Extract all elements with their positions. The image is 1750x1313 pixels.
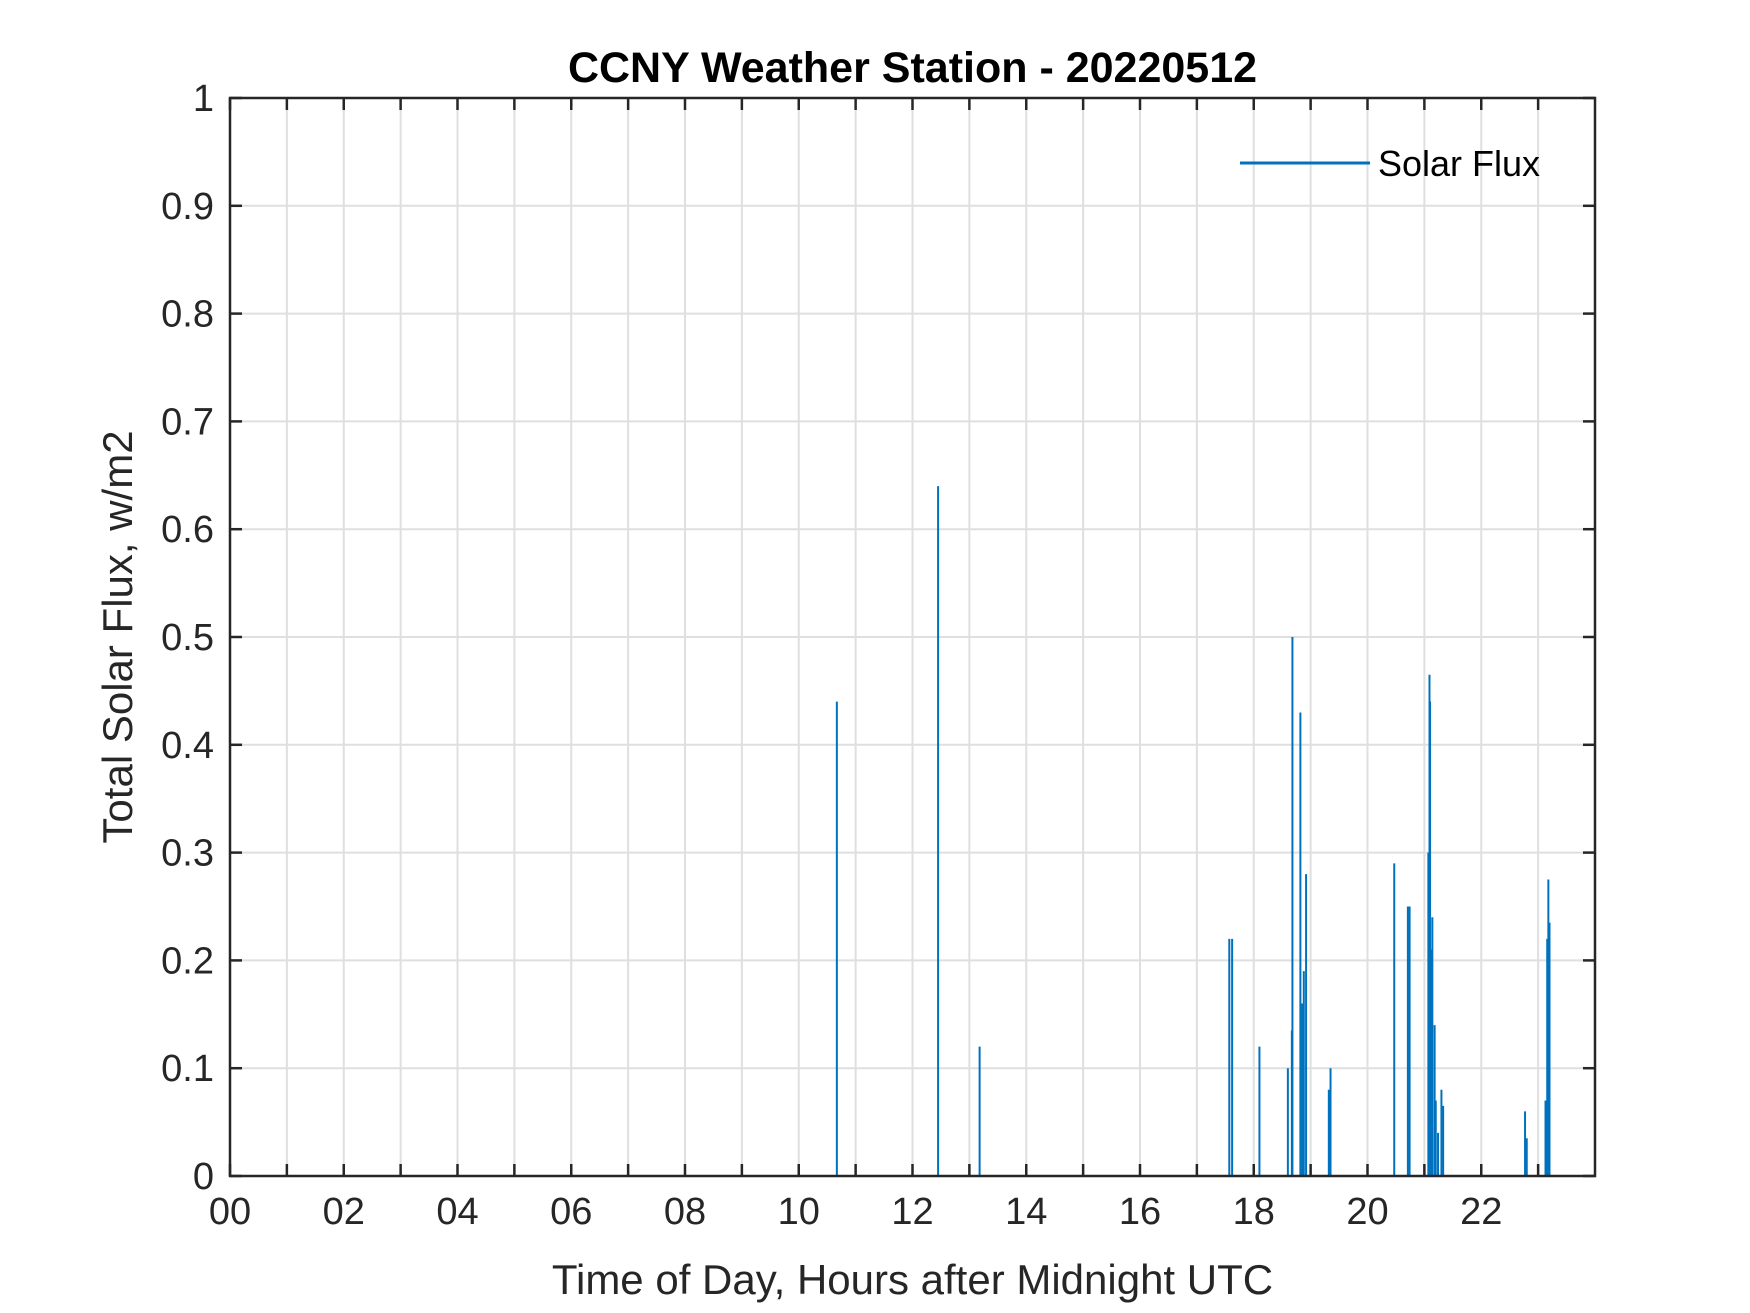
solar-flux-series [835, 486, 1551, 1176]
y-tick-label: 0.1 [161, 1048, 214, 1090]
x-tick-label: 10 [778, 1191, 820, 1233]
y-tick-label: 0.3 [161, 833, 214, 875]
legend: Solar Flux [1240, 143, 1540, 184]
x-tick-label: 04 [436, 1191, 478, 1233]
x-tick-label: 12 [891, 1191, 933, 1233]
tick-marks [228, 96, 1595, 1178]
x-tick-label: 16 [1119, 1191, 1161, 1233]
legend-label-solar-flux: Solar Flux [1378, 143, 1540, 184]
y-tick-label: 0.6 [161, 509, 214, 551]
x-tick-label: 20 [1346, 1191, 1388, 1233]
y-tick-label: 1 [193, 78, 214, 120]
x-tick-label: 22 [1460, 1191, 1502, 1233]
y-tick-label: 0.4 [161, 725, 214, 767]
x-axis-label: Time of Day, Hours after Midnight UTC [552, 1256, 1273, 1303]
x-tick-label: 02 [323, 1191, 365, 1233]
x-tick-label: 14 [1005, 1191, 1047, 1233]
y-tick-label: 0.5 [161, 617, 214, 659]
y-axis-label: Total Solar Flux, w/m2 [94, 430, 141, 843]
x-tick-label: 00 [209, 1191, 251, 1233]
y-tick-label: 0.2 [161, 940, 214, 982]
y-tick-label: 0 [193, 1156, 214, 1198]
y-tick-label: 0.9 [161, 186, 214, 228]
x-tick-labels: 00 02 04 06 08 10 12 14 16 18 20 22 [209, 1191, 1503, 1233]
x-tick-label: 06 [550, 1191, 592, 1233]
chart-title: CCNY Weather Station - 20220512 [568, 44, 1257, 92]
x-tick-label: 08 [664, 1191, 706, 1233]
y-tick-label: 0.8 [161, 294, 214, 336]
x-tick-label: 18 [1233, 1191, 1275, 1233]
y-tick-labels: 0 0.1 0.2 0.3 0.4 0.5 0.6 0.7 0.8 0.9 1 [161, 78, 214, 1198]
y-tick-label: 0.7 [161, 401, 214, 443]
grid-lines [230, 98, 1595, 1176]
